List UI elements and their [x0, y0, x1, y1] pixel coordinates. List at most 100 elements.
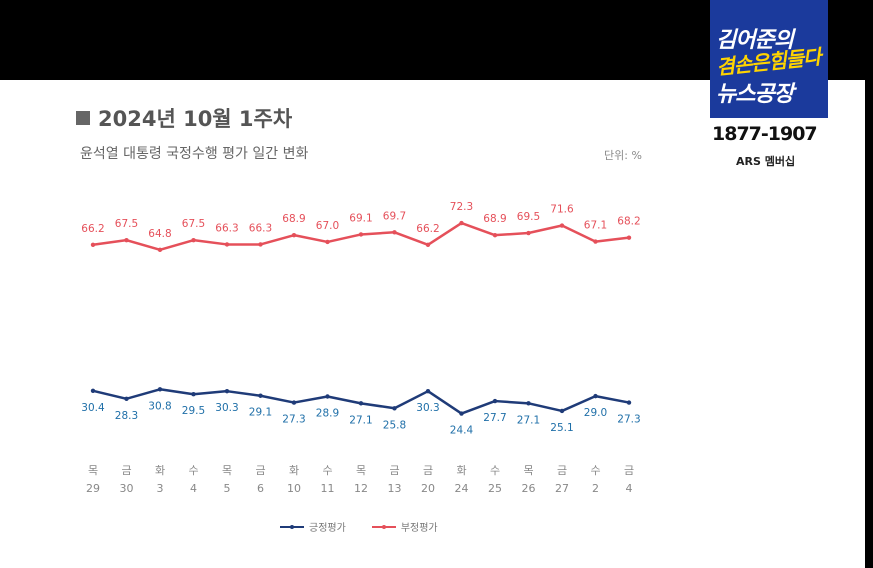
- negative-point: [626, 235, 632, 240]
- negative-point: [358, 232, 364, 237]
- negative-data-label: 68.2: [617, 216, 640, 228]
- x-tick-date-label: 2: [592, 482, 599, 495]
- positive-data-label: 24.4: [450, 425, 474, 437]
- negative-data-label: 66.3: [249, 222, 272, 234]
- positive-point: [425, 388, 431, 394]
- x-tick-date-label: 12: [354, 482, 368, 495]
- x-tick-day-label: 금: [121, 464, 131, 477]
- positive-data-label: 28.9: [316, 408, 339, 420]
- chart-subtitle: 윤석열 대통령 국정수행 평가 일간 변화: [80, 146, 309, 162]
- x-tick-day-label: 수: [322, 464, 332, 477]
- positive-point: [291, 400, 297, 405]
- x-tick-day-label: 화: [456, 464, 466, 477]
- x-tick-day-label: 금: [423, 464, 433, 477]
- positive-point: [492, 398, 498, 404]
- negative-data-label: 67.5: [115, 218, 138, 230]
- negative-point: [492, 232, 498, 238]
- positive-point: [392, 406, 397, 411]
- negative-point: [224, 242, 230, 247]
- negative-point: [90, 242, 96, 247]
- legend-item-positive: 긍정평가: [280, 519, 346, 534]
- positive-data-label: 29.1: [249, 407, 272, 419]
- x-tick-date-label: 5: [224, 482, 231, 495]
- negative-point: [258, 242, 263, 247]
- positive-data-label: 29.5: [182, 405, 205, 417]
- x-tick-date-label: 20: [421, 482, 435, 495]
- x-tick-day-label: 수: [490, 464, 500, 477]
- legend-positive-label: 긍정평가: [309, 523, 346, 534]
- x-tick-date-label: 29: [86, 482, 100, 495]
- negative-data-label: 64.8: [148, 228, 171, 240]
- x-tick-date-label: 25: [488, 482, 502, 495]
- positive-point: [191, 392, 196, 397]
- chart-legend: 긍정평가 부정평가: [280, 519, 438, 534]
- logo-line3: 뉴스공장: [716, 82, 794, 107]
- negative-point: [157, 247, 163, 252]
- x-tick-date-label: 24: [455, 482, 469, 495]
- logo-box: [710, 0, 828, 118]
- negative-data-label: 71.6: [550, 204, 574, 216]
- legend-positive-line-icon: [280, 524, 304, 529]
- negative-point: [392, 230, 397, 235]
- x-tick-date-label: 10: [287, 482, 301, 495]
- x-tick-day-label: 목: [523, 464, 533, 477]
- positive-point: [224, 388, 230, 394]
- x-tick-day-label: 금: [255, 464, 265, 477]
- legend-negative-label: 부정평가: [400, 523, 438, 534]
- positive-data-label: 27.1: [517, 414, 540, 426]
- positive-data-label: 27.3: [282, 414, 305, 426]
- negative-data-label: 67.1: [584, 220, 607, 232]
- positive-point: [459, 411, 464, 416]
- x-tick-day-label: 목: [222, 464, 232, 477]
- chart-panel: [0, 80, 865, 568]
- logo-ars-label: ARS 멤버십: [736, 155, 796, 168]
- x-tick-day-label: 금: [389, 464, 399, 477]
- positive-point: [124, 396, 129, 401]
- negative-data-label: 68.9: [483, 213, 506, 225]
- x-tick-day-label: 목: [88, 464, 98, 477]
- negative-data-label: 69.1: [349, 212, 372, 224]
- x-tick-day-label: 금: [557, 464, 567, 477]
- positive-point: [626, 400, 632, 405]
- positive-data-label: 25.8: [383, 419, 406, 431]
- unit-label: 단위: %: [604, 149, 642, 162]
- title-square-icon: [76, 111, 90, 125]
- positive-data-label: 27.7: [483, 412, 506, 424]
- positive-point: [258, 393, 263, 398]
- negative-point: [459, 220, 464, 226]
- negative-data-label: 68.9: [282, 213, 305, 225]
- negative-point: [593, 239, 598, 244]
- positive-point: [559, 408, 565, 414]
- positive-data-label: 30.8: [148, 400, 171, 412]
- x-tick-date-label: 4: [626, 482, 633, 495]
- positive-point: [90, 388, 96, 393]
- x-tick-day-label: 화: [155, 464, 165, 477]
- legend-item-negative: 부정평가: [371, 519, 438, 534]
- positive-point: [593, 393, 598, 399]
- positive-data-label: 30.3: [416, 402, 439, 414]
- x-tick-date-label: 13: [388, 482, 402, 495]
- positive-data-label: 29.0: [584, 407, 607, 419]
- x-tick-day-label: 화: [289, 464, 299, 477]
- negative-point: [425, 242, 431, 247]
- x-tick-date-label: 30: [120, 482, 134, 495]
- x-tick-day-label: 수: [590, 464, 600, 477]
- positive-data-label: 28.3: [115, 410, 138, 422]
- positive-point: [358, 401, 364, 406]
- positive-point: [325, 394, 330, 399]
- negative-point: [526, 230, 531, 236]
- x-tick-date-label: 3: [157, 482, 164, 495]
- negative-data-label: 72.3: [450, 201, 473, 213]
- x-tick-date-label: 26: [522, 482, 536, 495]
- x-tick-date-label: 11: [321, 482, 335, 495]
- negative-data-label: 66.3: [215, 222, 238, 234]
- legend-negative-line-icon: [371, 524, 396, 529]
- positive-data-label: 27.3: [617, 414, 640, 426]
- chart-title: 2024년 10월 1주차: [76, 103, 292, 133]
- positive-data-label: 25.1: [550, 422, 573, 434]
- x-tick-day-label: 금: [624, 464, 634, 477]
- positive-data-label: 30.3: [215, 402, 238, 414]
- x-tick-day-label: 목: [356, 464, 366, 477]
- x-tick-day-label: 수: [188, 464, 198, 477]
